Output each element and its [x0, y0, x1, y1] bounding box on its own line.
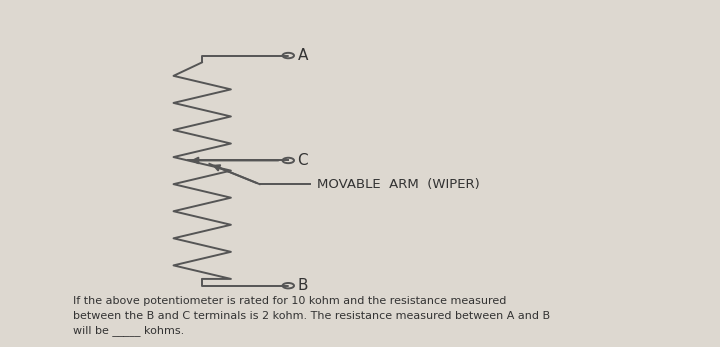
Text: B: B — [297, 278, 308, 293]
Text: A: A — [297, 48, 308, 63]
Text: If the above potentiometer is rated for 10 kohm and the resistance measured
betw: If the above potentiometer is rated for … — [73, 296, 550, 336]
Text: MOVABLE  ARM  (WIPER): MOVABLE ARM (WIPER) — [317, 178, 480, 191]
Text: C: C — [297, 153, 308, 168]
